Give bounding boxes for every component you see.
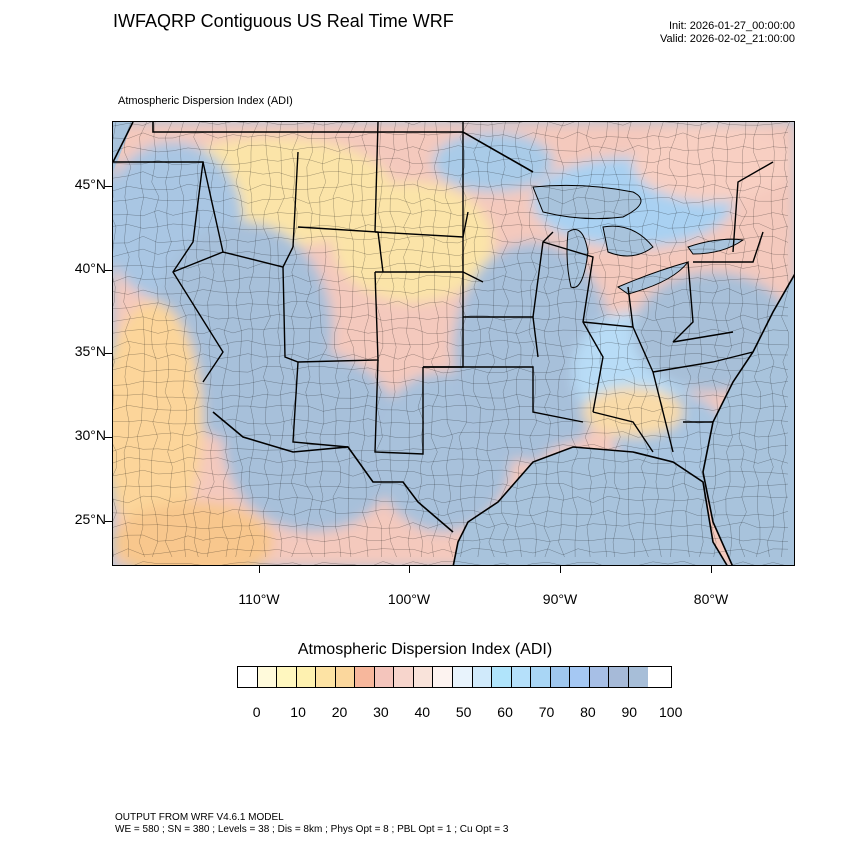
lat-tick: [105, 270, 112, 271]
lon-label-90w: 90°W: [542, 591, 578, 607]
plot-title: IWFAQRP Contiguous US Real Time WRF: [113, 11, 454, 31]
colorbar-label: 20: [331, 704, 348, 720]
init-time: Init: 2026-01-27_00:00:00: [669, 20, 795, 32]
lat-label-30n: 30°N: [74, 427, 106, 443]
lat-label-40n: 40°N: [74, 260, 106, 276]
lat-label-45n: 45°N: [74, 176, 106, 192]
pacific-ocean: [113, 122, 133, 172]
lat-label-25n: 25°N: [74, 511, 106, 527]
lon-tick: [711, 566, 712, 573]
colorbar-box: [433, 667, 454, 687]
colorbar-box: [413, 667, 434, 687]
state-borders: [113, 122, 774, 455]
lon-tick: [409, 566, 410, 573]
colorbar-box: [316, 667, 336, 687]
lon-label-100w: 100°W: [387, 591, 431, 607]
colorbar-box: [628, 667, 649, 687]
county-borders: [113, 122, 790, 565]
colorbar-box: [609, 667, 629, 687]
colorbar-box: [257, 667, 278, 687]
lake-michigan: [566, 229, 589, 289]
coastlines: [113, 122, 794, 565]
colorbar-box: [296, 667, 317, 687]
colorbar-box: [550, 667, 571, 687]
lat-tick: [105, 353, 112, 354]
colorbar-label: 70: [538, 704, 555, 720]
colorbar-label: 30: [373, 704, 389, 720]
colorbar-box: [355, 667, 375, 687]
lon-label-110w: 110°W: [238, 591, 280, 607]
colorbar-box: [511, 667, 532, 687]
colorbar-title: Atmospheric Dispersion Index (ADI): [297, 641, 553, 658]
colorbar-box: [374, 667, 395, 687]
lake-huron: [602, 225, 654, 257]
lake-ontario: [687, 238, 745, 255]
colorbar-box: [531, 667, 551, 687]
lat-tick: [105, 521, 112, 522]
lon-tick: [560, 566, 561, 573]
adi-map: [113, 122, 794, 565]
colorbar-box: [570, 667, 590, 687]
atlantic-ocean: [703, 275, 794, 565]
lat-tick: [105, 437, 112, 438]
colorbar-label: 100: [659, 704, 683, 720]
lat-label-35n: 35°N: [74, 343, 106, 359]
colorbar-box: [589, 667, 610, 687]
valid-time: Valid: 2026-02-02_21:00:00: [660, 33, 795, 45]
lon-tick: [259, 566, 260, 573]
footer-model: OUTPUT FROM WRF V4.6.1 MODEL: [115, 812, 284, 823]
map-subtitle: Atmospheric Dispersion Index (ADI): [118, 95, 293, 107]
colorbar-label: 40: [414, 704, 431, 720]
lat-tick: [105, 186, 112, 187]
colorbar-label: 90: [621, 704, 638, 720]
colorbar-box: [394, 667, 414, 687]
colorbar-label: 80: [580, 704, 596, 720]
colorbar-box: [492, 667, 512, 687]
colorbar-label: 50: [455, 704, 472, 720]
colorbar-box: [472, 667, 493, 687]
gulf-of-mexico: [453, 447, 727, 565]
lon-label-80w: 80°W: [693, 591, 729, 607]
colorbar-box: [453, 667, 473, 687]
colorbar-label: 60: [497, 704, 513, 720]
colorbar-label: 0: [252, 704, 261, 720]
colorbar-box: [335, 667, 356, 687]
colorbar-box: [277, 667, 297, 687]
colorbar: [237, 666, 672, 688]
map-panel: [112, 121, 795, 566]
footer-config: WE = 580 ; SN = 380 ; Levels = 38 ; Dis …: [115, 824, 509, 835]
lake-superior: [532, 184, 642, 220]
colorbar-box: [238, 667, 258, 687]
colorbar-label: 10: [290, 704, 306, 720]
